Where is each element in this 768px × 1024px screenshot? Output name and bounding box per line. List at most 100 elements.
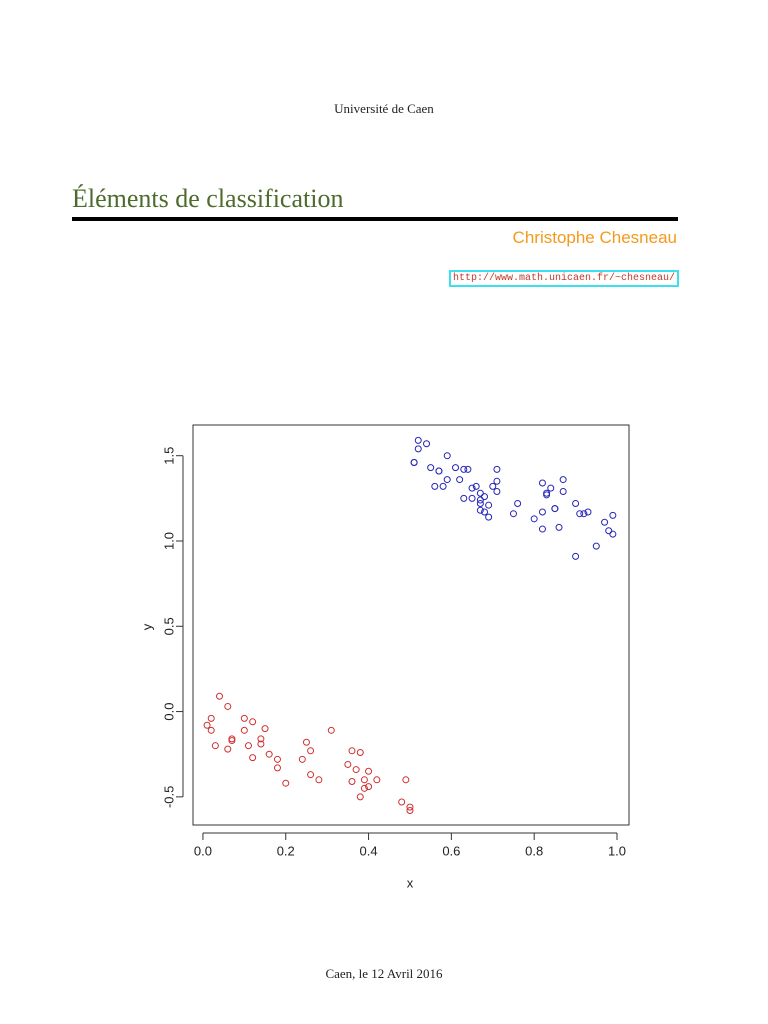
scatter-point: [435, 467, 443, 475]
document-title: Éléments de classification: [72, 184, 344, 213]
url-link[interactable]: http://www.math.unicaen.fr/~chesneau/: [448, 270, 679, 287]
scatter-point: [365, 783, 373, 791]
y-tick-label: 1.5: [161, 447, 176, 465]
scatter-point: [410, 459, 418, 467]
scatter-point: [472, 482, 480, 490]
y-tick-label: 0.0: [161, 703, 176, 721]
scatter-point: [265, 750, 273, 758]
x-tick-label: 0.8: [525, 843, 543, 858]
scatter-point: [559, 488, 567, 496]
scatter-point: [348, 747, 356, 755]
scatter-point: [609, 530, 617, 538]
y-tick-label: 0.5: [161, 617, 176, 635]
x-tick-label: 0.4: [360, 843, 378, 858]
scatter-point: [224, 702, 232, 710]
scatter-point: [298, 755, 306, 763]
scatter-point: [572, 499, 580, 507]
scatter-point: [493, 488, 501, 496]
x-tick-label: 1.0: [608, 843, 626, 858]
scatter-point: [452, 464, 460, 472]
scatter-point: [480, 508, 488, 516]
scatter-point: [443, 476, 451, 484]
y-tick-label: -0.5: [161, 786, 176, 808]
scatter-point: [530, 515, 538, 523]
chart: x y 0.0 0.2 0.4 0.6 0.8 1.0 -0.5 0.0 0.5 1.0 1.5: [139, 424, 630, 890]
y-tick-label: 1.0: [161, 532, 176, 550]
scatter-point: [485, 501, 493, 509]
scatter-point: [257, 740, 265, 748]
scatter-point: [584, 508, 592, 516]
scatter-point: [207, 714, 215, 722]
scatter-point: [261, 725, 269, 733]
scatter-point: [431, 482, 439, 490]
scatter-point: [476, 496, 484, 504]
scatter-point: [468, 494, 476, 502]
scatter-point: [493, 465, 501, 473]
scatter-point: [443, 452, 451, 460]
scatter-point: [414, 445, 422, 453]
y-axis-label: y: [139, 623, 154, 630]
scatter-point: [538, 525, 546, 533]
scatter-point: [427, 464, 435, 472]
scatter-point: [464, 465, 472, 473]
plot-frame: [192, 424, 630, 826]
scatter-point: [244, 742, 252, 750]
x-tick-label: 0.6: [442, 843, 460, 858]
x-tick-label: 0.0: [194, 843, 212, 858]
scatter-point: [307, 771, 315, 779]
scatter-point: [601, 518, 609, 526]
scatter-point: [307, 747, 315, 755]
scatter-point: [439, 482, 447, 490]
scatter-point: [203, 721, 211, 729]
scatter-point: [360, 784, 368, 792]
scatter-point: [373, 776, 381, 784]
scatter-point: [555, 523, 563, 531]
scatter-point: [215, 692, 223, 700]
scatter-point: [456, 476, 464, 484]
scatter-point: [580, 510, 588, 518]
scatter-point: [249, 754, 257, 762]
scatter-point: [476, 489, 484, 497]
scatter-point: [273, 755, 281, 763]
scatter-point: [228, 737, 236, 745]
scatter-point: [406, 803, 414, 811]
footer: Caen, le 12 Avril 2016: [325, 966, 443, 981]
scatter-point: [514, 499, 522, 507]
scatter-point: [460, 494, 468, 502]
scatter-point: [240, 726, 248, 734]
scatter-point: [538, 479, 546, 487]
scatter-point: [240, 714, 248, 722]
scatter-point: [402, 776, 410, 784]
scatter-point: [348, 778, 356, 786]
scatter-point: [414, 436, 422, 444]
scatter-point: [572, 552, 580, 560]
scatter-point: [327, 726, 335, 734]
scatter-point: [605, 527, 613, 535]
scatter-point: [360, 776, 368, 784]
scatter-point: [476, 506, 484, 514]
scatter-point: [489, 482, 497, 490]
scatter-point: [493, 477, 501, 485]
x-tick-label: 0.2: [277, 843, 295, 858]
scatter-point: [609, 511, 617, 519]
scatter-point: [344, 760, 352, 768]
scatter-point: [460, 465, 468, 473]
scatter-point: [476, 499, 484, 507]
scatter-point: [485, 513, 493, 521]
scatter-point: [509, 510, 517, 518]
scatter-point: [406, 807, 414, 815]
scatter-point: [273, 764, 281, 772]
scatter-point: [302, 738, 310, 746]
scatter-point: [480, 493, 488, 501]
scatter-point: [365, 767, 373, 775]
scatter-point: [315, 776, 323, 784]
scatter-point: [249, 718, 257, 726]
scatter-point: [356, 793, 364, 801]
scatter-point: [547, 484, 555, 492]
scatter-point: [398, 798, 406, 806]
title-rule: [72, 217, 678, 221]
scatter-point: [559, 476, 567, 484]
scatter-point: [356, 749, 364, 757]
scatter-point: [592, 542, 600, 550]
